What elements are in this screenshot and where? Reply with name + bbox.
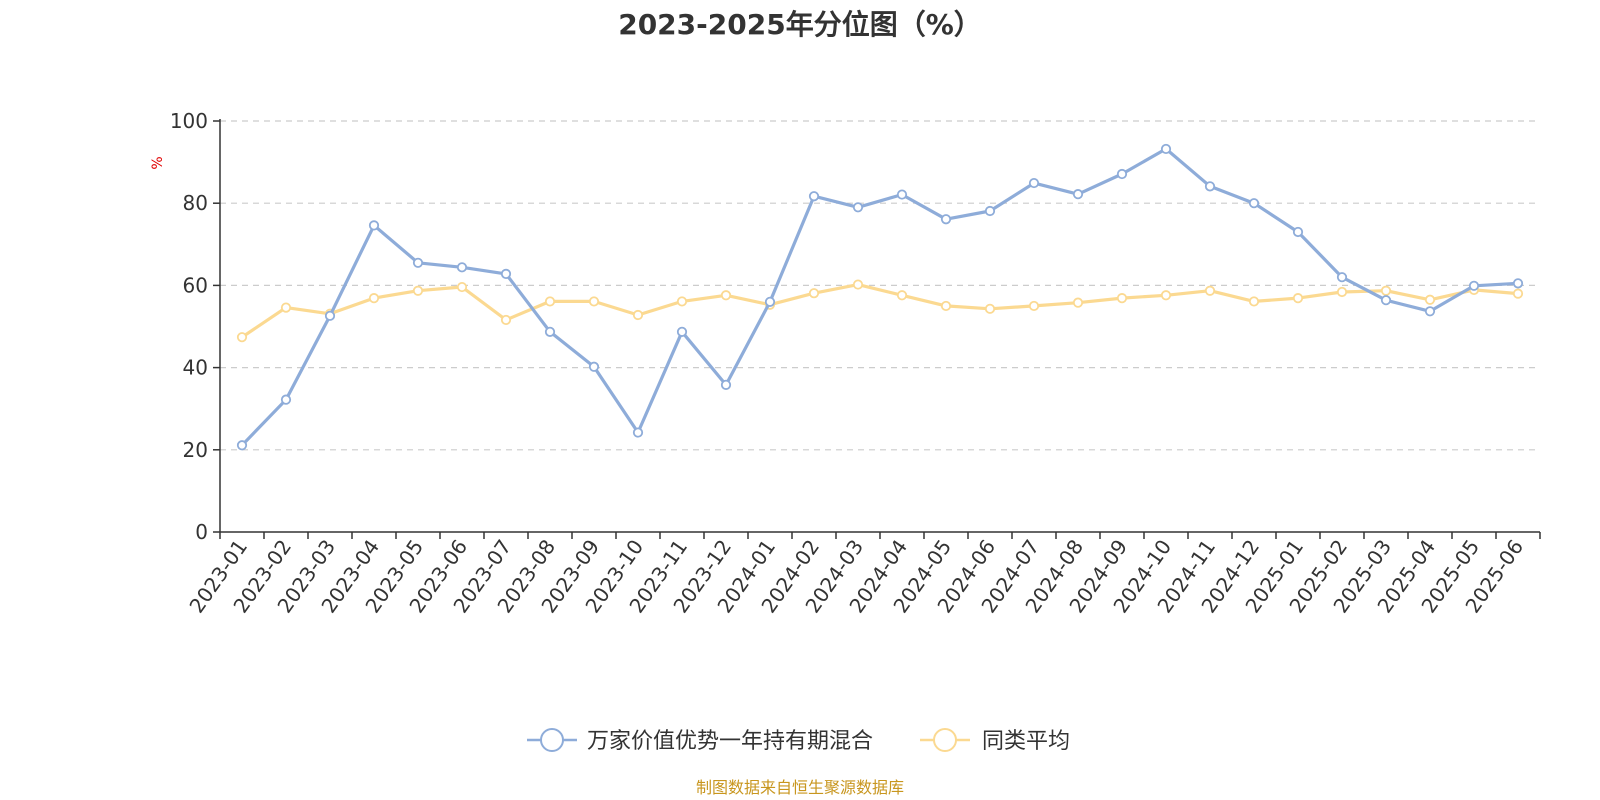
data-point[interactable] <box>764 296 776 307</box>
data-point[interactable] <box>1028 177 1040 189</box>
series-layer <box>236 143 1524 451</box>
data-point[interactable] <box>500 268 512 279</box>
data-point[interactable] <box>676 326 688 337</box>
legend-item[interactable]: 万家价值优势一年持有期混合 <box>527 728 873 754</box>
data-point[interactable] <box>1336 286 1348 298</box>
data-point[interactable] <box>940 300 952 312</box>
data-point[interactable] <box>676 296 688 307</box>
data-point[interactable] <box>1028 300 1040 312</box>
data-source: 制图数据来自恒生聚源数据库 <box>696 778 904 797</box>
data-point[interactable] <box>1204 285 1216 296</box>
data-point[interactable] <box>412 285 424 296</box>
data-point[interactable] <box>1072 189 1084 200</box>
data-point[interactable] <box>280 394 292 405</box>
data-point[interactable] <box>412 257 424 268</box>
legend[interactable]: 万家价值优势一年持有期混合 同类平均 <box>527 728 1070 754</box>
y-axis-ticks: 0 20 40 60 80 100 <box>170 109 220 544</box>
data-point[interactable] <box>808 288 820 299</box>
y-tick-label: 60 <box>183 273 208 297</box>
data-point[interactable] <box>544 296 556 307</box>
y-tick-label: 0 <box>195 520 208 544</box>
data-point[interactable] <box>1292 293 1304 304</box>
data-point[interactable] <box>588 361 600 372</box>
data-point[interactable] <box>1380 295 1392 306</box>
data-point[interactable] <box>1116 293 1128 304</box>
data-point[interactable] <box>852 279 864 290</box>
series-line <box>240 147 1519 447</box>
axes <box>219 119 1540 533</box>
data-point[interactable] <box>324 310 336 321</box>
legend-marker <box>540 728 564 752</box>
data-point[interactable] <box>852 202 864 213</box>
data-point[interactable] <box>456 281 468 293</box>
legend-marker <box>933 728 957 752</box>
data-point[interactable] <box>632 427 644 438</box>
data-point[interactable] <box>456 262 468 273</box>
y-axis-label: % <box>150 156 166 169</box>
data-point[interactable] <box>1204 181 1216 192</box>
data-point[interactable] <box>1072 297 1084 308</box>
series-group <box>236 143 1524 451</box>
y-tick-label: 20 <box>183 438 208 462</box>
data-point[interactable] <box>1248 198 1260 209</box>
data-point[interactable] <box>1424 306 1436 317</box>
y-tick-label: 80 <box>183 191 208 215</box>
data-point[interactable] <box>1116 168 1128 180</box>
data-point[interactable] <box>1512 278 1524 289</box>
data-point[interactable] <box>280 302 292 313</box>
data-point[interactable] <box>720 290 732 301</box>
legend-label: 万家价值优势一年持有期混合 <box>587 729 873 754</box>
data-point[interactable] <box>808 191 820 202</box>
data-point[interactable] <box>984 303 996 314</box>
data-point[interactable] <box>1512 288 1524 299</box>
chart-title: 2023-2025年分位图（%） <box>618 8 982 41</box>
data-point[interactable] <box>940 214 952 225</box>
data-point[interactable] <box>1160 290 1172 301</box>
data-point[interactable] <box>1468 280 1480 291</box>
data-point[interactable] <box>896 290 908 301</box>
data-point[interactable] <box>588 296 600 307</box>
data-point[interactable] <box>896 189 908 200</box>
data-point[interactable] <box>720 379 732 390</box>
data-point[interactable] <box>1336 272 1348 283</box>
data-point[interactable] <box>1424 294 1436 305</box>
series-line <box>241 283 1519 339</box>
data-point[interactable] <box>236 332 248 343</box>
data-point[interactable] <box>1380 285 1392 296</box>
legend-item[interactable]: 同类平均 <box>920 728 1070 754</box>
grid-lines <box>220 120 1540 451</box>
y-tick-label: 40 <box>183 356 208 380</box>
data-point[interactable] <box>1292 226 1304 238</box>
x-axis-ticks: 2023-012023-022023-032023-042023-052023-… <box>184 532 1541 617</box>
data-point[interactable] <box>1160 143 1172 155</box>
data-point[interactable] <box>1248 296 1260 307</box>
legend-label: 同类平均 <box>982 729 1070 754</box>
data-point[interactable] <box>984 205 996 217</box>
data-point[interactable] <box>500 314 512 326</box>
data-point[interactable] <box>236 440 248 451</box>
data-point[interactable] <box>368 220 380 231</box>
data-point[interactable] <box>632 309 644 321</box>
data-point[interactable] <box>544 326 556 337</box>
series-group <box>236 279 1524 343</box>
data-point[interactable] <box>368 293 380 304</box>
y-tick-label: 100 <box>170 109 208 133</box>
